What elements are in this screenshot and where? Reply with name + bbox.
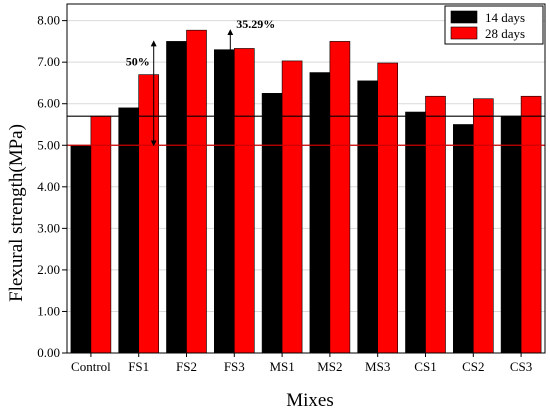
x-axis: Control FS1 FS2 FS3 MS1 MS2 MS3 CS1 CS2 CS3 — [71, 353, 532, 374]
bar-28-days-control — [90, 115, 112, 354]
bar-28-days-ms3 — [377, 62, 399, 354]
annotation-label: 35.29% — [236, 17, 275, 31]
y-tick-label: 0.00 — [37, 345, 60, 360]
bar-14-days-cs2 — [452, 124, 474, 354]
x-tick-label: FS3 — [224, 359, 245, 374]
bar-14-days-ms3 — [357, 80, 379, 354]
y-axis: 0.00 1.00 2.00 3.00 4.00 5.00 6.00 7.00 8.00 — [37, 13, 67, 360]
y-tick-label: 2.00 — [37, 262, 60, 277]
y-tick-label: 4.00 — [37, 179, 60, 194]
bar-28-days-ms1 — [281, 60, 303, 354]
x-tick-label: FS1 — [128, 359, 149, 374]
x-tick-label: CS2 — [462, 359, 484, 374]
bar-28-days-cs2 — [472, 98, 494, 354]
bar-14-days-fs1 — [118, 107, 139, 354]
x-tick-label: MS1 — [269, 359, 294, 374]
annotations: 50% 35.29% — [126, 17, 275, 147]
y-tick-label: 8.00 — [37, 13, 60, 28]
legend-label: 14 days — [485, 10, 525, 25]
annotation-label: 50% — [126, 54, 150, 68]
x-tick-label: MS3 — [365, 359, 390, 374]
y-tick-label: 7.00 — [37, 54, 60, 69]
y-tick-label: 6.00 — [37, 96, 60, 111]
bar-14-days-ms1 — [261, 93, 283, 354]
bar-28-days-cs3 — [520, 95, 542, 354]
x-tick-label: Control — [71, 359, 111, 374]
bar-14-days-cs3 — [500, 115, 522, 354]
y-tick-label: 5.00 — [37, 137, 60, 152]
bar-14-days-fs2 — [166, 41, 187, 354]
x-tick-label: CS1 — [414, 359, 436, 374]
x-tick-label: FS2 — [176, 359, 197, 374]
bar-14-days-fs3 — [214, 49, 235, 354]
bar-28-days-fs2 — [186, 29, 207, 354]
bar-28-days-ms2 — [329, 41, 351, 354]
bar-28-days-cs1 — [425, 95, 446, 354]
bar-14-days-cs1 — [405, 111, 426, 354]
y-tick-label: 3.00 — [37, 220, 60, 235]
legend-label: 28 days — [485, 26, 525, 41]
bars — [70, 29, 542, 354]
reference-lines — [67, 115, 545, 146]
plot-frame — [66, 3, 546, 354]
bar-14-days-ms2 — [309, 72, 331, 354]
legend-swatch-28-days — [450, 26, 478, 40]
y-tick-label: 1.00 — [37, 303, 60, 318]
legend-swatch-14-days — [450, 10, 478, 24]
x-tick-label: CS3 — [510, 359, 532, 374]
bar-14-days-control — [70, 144, 92, 354]
x-tick-label: MS2 — [317, 359, 342, 374]
x-axis-title: Mixes — [286, 390, 334, 411]
bar-28-days-fs3 — [234, 48, 255, 354]
y-axis-title: Flexural strength(MPa) — [6, 124, 27, 302]
